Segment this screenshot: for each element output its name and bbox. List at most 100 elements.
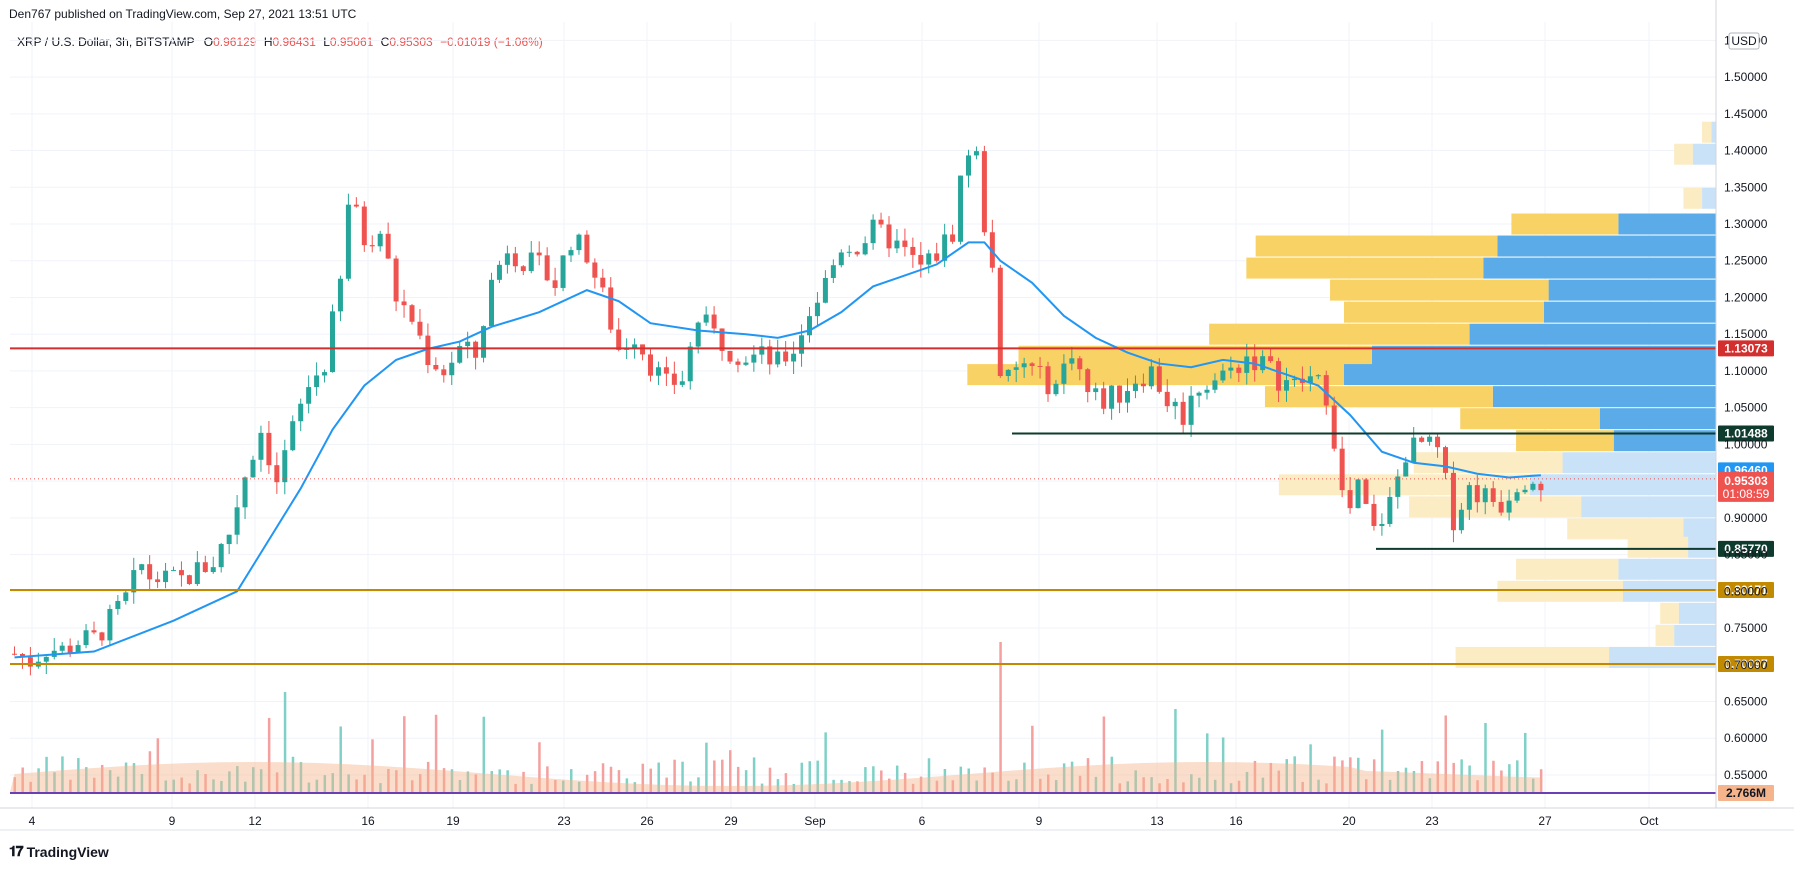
candle-body	[934, 253, 940, 261]
candle-body	[1276, 361, 1282, 391]
volume-bar	[1047, 774, 1050, 792]
volume-bar	[633, 782, 637, 792]
volume-bar	[1293, 756, 1296, 792]
volume-bar	[196, 770, 199, 792]
candle-body	[783, 351, 789, 362]
volume-bar	[426, 761, 430, 792]
volume-bar	[752, 757, 756, 792]
candle-body	[401, 301, 407, 306]
candle-body	[1268, 356, 1274, 362]
moving-average	[14, 241, 1541, 659]
tradingview-logo[interactable]: 𝟏𝟕 TradingView	[9, 843, 109, 860]
volume-bar	[681, 761, 684, 792]
candle-body	[218, 544, 224, 568]
vp-buy-bar	[1516, 558, 1619, 580]
volume-bar	[1166, 779, 1169, 792]
volume-bar	[665, 777, 668, 792]
candle-body	[322, 372, 328, 376]
volume-bar	[1468, 765, 1471, 792]
candle-body	[1490, 488, 1496, 502]
time-tick-label: Sep	[804, 814, 826, 828]
volume-bar	[880, 770, 883, 792]
volume-bar	[458, 780, 462, 792]
volume-bar	[1388, 779, 1392, 792]
price-tick-label: 1.50000	[1724, 70, 1768, 84]
volume-bar	[673, 759, 676, 792]
volume-bar	[204, 774, 207, 792]
candle-body	[616, 329, 622, 350]
candle-body	[1117, 385, 1123, 403]
candle-body	[958, 175, 964, 242]
level-tag-label: 0.85770	[1724, 542, 1768, 556]
candle-body	[433, 364, 439, 370]
volume-bar	[1126, 781, 1129, 792]
volume-bar	[1428, 778, 1432, 792]
vp-buy-bar	[1246, 257, 1484, 279]
volume-bar	[641, 763, 645, 792]
candle-body	[1101, 388, 1107, 409]
volume-bar	[37, 768, 40, 792]
volume-bar	[13, 777, 16, 792]
volume-bar	[538, 742, 541, 792]
level-tag-label: 1.13073	[1724, 341, 1768, 355]
candle-body	[807, 316, 812, 336]
price-tick-label: 0.90000	[1724, 511, 1768, 525]
vp-sell-bar	[1609, 646, 1716, 668]
vp-sell-bar	[1688, 536, 1716, 558]
volume-bar	[1269, 762, 1273, 792]
volume-bar	[721, 759, 724, 792]
candle-body	[997, 267, 1003, 377]
candle-body	[210, 567, 216, 572]
candle-body	[1347, 490, 1353, 509]
candle-body	[1530, 483, 1536, 490]
price-tick-label: 1.10000	[1724, 364, 1768, 378]
candle-body	[1514, 492, 1520, 501]
volume-bar	[236, 766, 239, 792]
volume-bar	[21, 767, 24, 792]
candle-body	[1411, 437, 1417, 463]
time-tick-label: 27	[1538, 814, 1552, 828]
candle-body	[115, 600, 121, 609]
candle-body	[147, 564, 153, 580]
low-label: L	[323, 35, 330, 49]
candle-body	[481, 326, 487, 358]
vp-sell-bar	[1492, 386, 1716, 408]
candle-body	[226, 534, 232, 545]
candle-body	[353, 204, 359, 207]
candle-body	[202, 562, 208, 572]
vp-buy-bar	[1674, 143, 1693, 165]
volume-bar	[999, 642, 1002, 792]
volume-bar	[1349, 757, 1352, 792]
unit-label: USD	[1731, 34, 1757, 48]
volume-bar	[1524, 732, 1527, 792]
volume-bar	[363, 774, 366, 792]
candle-body	[1395, 476, 1401, 497]
candle-body	[870, 219, 876, 244]
published-caption: Den767 published on TradingView.com, Sep…	[9, 7, 357, 21]
volume-bar	[1118, 783, 1122, 792]
candle-body	[727, 350, 733, 362]
volume-bar	[490, 771, 493, 792]
volume-bar	[1078, 775, 1082, 792]
volume-bar	[267, 717, 271, 792]
candle-body	[163, 570, 169, 583]
candle-body	[290, 421, 296, 451]
volume-bar	[275, 772, 279, 792]
price-tick-label: 1.05000	[1724, 401, 1768, 415]
volume-bar	[331, 773, 334, 792]
vp-sell-bar	[1344, 364, 1716, 386]
candle-body	[520, 266, 526, 272]
candle-body	[1196, 392, 1202, 396]
candle-body	[496, 264, 502, 280]
volume-bar	[514, 783, 517, 792]
candle-body	[1180, 401, 1186, 425]
price-tick-label: 1.35000	[1724, 180, 1768, 194]
volume-bar	[824, 732, 827, 792]
volume-bar	[1062, 763, 1066, 792]
candle-body	[12, 653, 17, 655]
time-tick-label: 26	[640, 814, 654, 828]
volume-bar	[911, 783, 915, 792]
volume-bar	[1476, 780, 1479, 792]
price-tick-label: 1.15000	[1724, 327, 1768, 341]
